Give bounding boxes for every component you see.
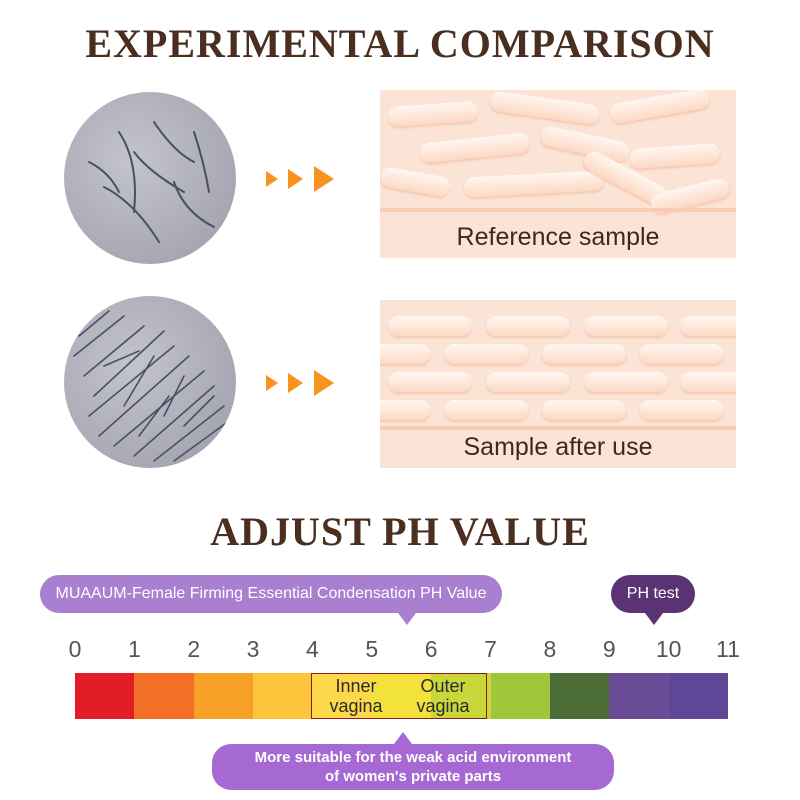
ph-scale-tick: 2: [187, 636, 201, 662]
ph-color-segment: [193, 673, 254, 719]
after-use-sample-caption: Sample after use: [463, 433, 653, 461]
ph-scale-tick: 10: [655, 636, 682, 662]
ph-test-label-text: PH test: [626, 585, 680, 602]
ph-product-label: MUAAUM-Female Firming Essential Condensa…: [40, 575, 502, 625]
ph-scale-tick: 7: [484, 636, 497, 662]
reference-sample-panel: Reference sample: [380, 90, 736, 258]
ph-test-label: PH test: [611, 575, 695, 625]
microscope-image-reference: [64, 92, 236, 264]
microscope-image-after-use: [64, 296, 236, 468]
ph-color-segment: [312, 673, 373, 719]
ph-scale-tick: 11: [716, 636, 740, 662]
ph-note-line-2: of women's private parts: [324, 768, 502, 785]
ph-color-segment: [490, 673, 551, 719]
ph-scale-tick: 5: [365, 636, 379, 662]
adjust-ph-title: ADJUST PH VALUE: [210, 509, 590, 554]
ph-scale-tick: 0: [68, 636, 82, 662]
ph-color-segment: [609, 673, 670, 719]
outer-vagina-label: Outer vagina: [416, 676, 470, 716]
ph-color-segment: [431, 673, 492, 719]
ph-color-segment: [668, 673, 729, 719]
ph-product-label-text: MUAAUM-Female Firming Essential Condensa…: [55, 585, 487, 602]
after-use-sample-panel: Sample after use: [380, 300, 736, 468]
ph-note-line-1: More suitable for the weak acid environm…: [254, 749, 572, 766]
ph-color-segment: [253, 673, 313, 719]
ph-color-segment: [371, 673, 432, 719]
inner-vagina-label: Inner vagina: [329, 676, 383, 716]
ph-scale-tick: 8: [543, 636, 557, 662]
ph-scale-tick: 9: [602, 636, 616, 662]
ph-scale-tick: 3: [246, 636, 260, 662]
ph-color-segment: [134, 673, 195, 719]
ph-scale-tick: 6: [424, 636, 438, 662]
ph-suitability-note: More suitable for the weak acid environm…: [212, 732, 614, 790]
reference-sample-caption: Reference sample: [456, 223, 660, 251]
ph-color-segment: [75, 673, 135, 719]
ph-color-segment: [549, 673, 610, 719]
ph-scale-tick: 1: [127, 636, 141, 662]
experimental-comparison-title: EXPERIMENTAL COMPARISON: [85, 21, 715, 66]
ph-scale-tick: 4: [306, 636, 319, 662]
vagina-ph-range: [311, 673, 487, 719]
